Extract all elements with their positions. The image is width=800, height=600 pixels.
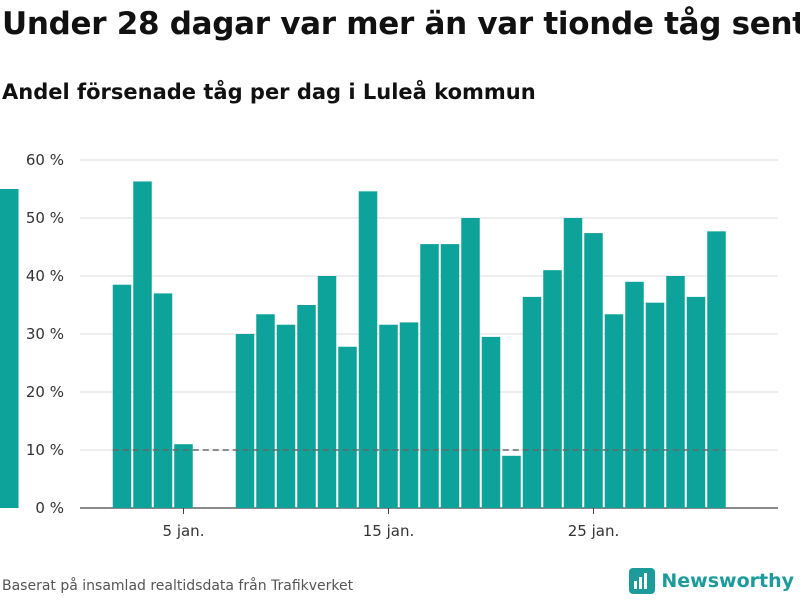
bar	[358, 191, 378, 508]
bar	[174, 444, 193, 508]
bar	[666, 276, 685, 508]
y-tick-label: 40 %	[26, 267, 64, 285]
newsworthy-logo-icon	[629, 568, 656, 594]
bar	[317, 276, 337, 508]
bar	[399, 322, 419, 508]
bar	[440, 244, 460, 508]
y-axis-ticks: 0 % 10 % 20 % 30 % 40 % 50 % 60 %	[26, 151, 64, 517]
bar-chart: 0 % 10 % 20 % 30 % 40 % 50 % 60 % 5 jan. 15 jan…	[0, 151, 778, 540]
bar	[379, 324, 398, 508]
bar	[686, 296, 706, 508]
bar	[563, 218, 583, 508]
y-tick-label: 50 %	[26, 209, 64, 227]
bar	[481, 336, 501, 508]
bar	[338, 346, 357, 508]
bars	[0, 181, 726, 508]
x-tick-label: 15 jan.	[363, 522, 415, 540]
bar	[0, 189, 19, 508]
bar	[276, 324, 296, 508]
bar	[112, 284, 132, 508]
bar	[522, 296, 542, 508]
bar	[256, 314, 275, 508]
y-tick-label: 0 %	[35, 499, 64, 517]
bar	[543, 270, 562, 508]
y-tick-label: 60 %	[26, 151, 64, 169]
bar	[235, 334, 255, 508]
bar	[461, 218, 480, 508]
chart-subtitle: Andel försenade tåg per dag i Luleå komm…	[2, 80, 536, 104]
x-axis-ticks: 5 jan. 15 jan. 25 jan.	[163, 508, 620, 540]
brand: Newsworthy	[629, 568, 794, 594]
bar	[645, 302, 665, 508]
bar	[584, 233, 603, 508]
bar	[420, 244, 439, 508]
chart-title: Under 28 dagar var mer än var tionde tåg…	[2, 6, 800, 42]
y-tick-label: 10 %	[26, 441, 64, 459]
bar	[604, 314, 624, 508]
x-tick-label: 25 jan.	[568, 522, 620, 540]
y-tick-label: 30 %	[26, 325, 64, 343]
brand-name: Newsworthy	[661, 570, 794, 592]
bar	[707, 231, 726, 508]
bar	[297, 305, 316, 508]
bar	[133, 181, 152, 508]
bar	[625, 281, 644, 508]
source-note: Baserat på insamlad realtidsdata från Tr…	[2, 578, 354, 594]
y-tick-label: 20 %	[26, 383, 64, 401]
x-tick-label: 5 jan.	[163, 522, 205, 540]
bar	[153, 293, 173, 508]
bar	[502, 455, 521, 508]
